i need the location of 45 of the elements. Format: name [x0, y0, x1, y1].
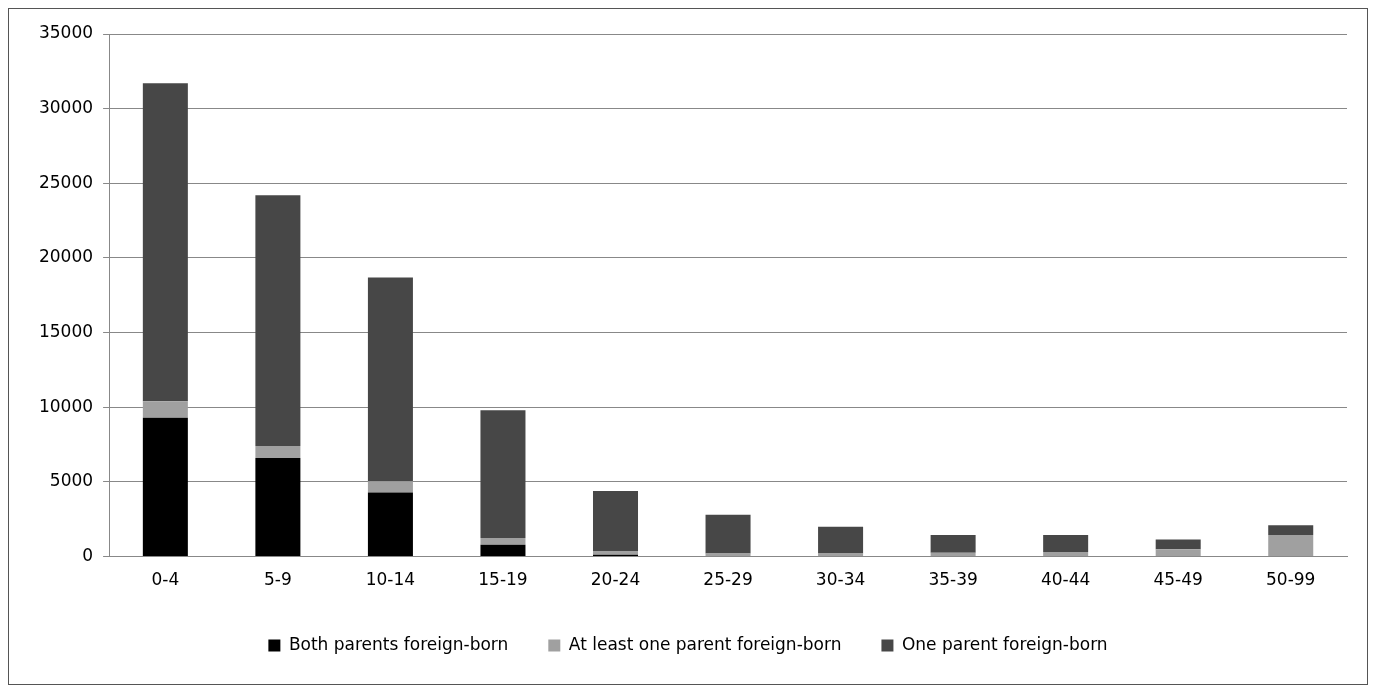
x-tick-label: 35-39: [928, 569, 978, 590]
bar: [1043, 534, 1089, 553]
bar: [1155, 549, 1201, 557]
legend-label: One parent foreign-born: [901, 633, 1108, 654]
x-tick-label: 0-4: [151, 569, 180, 590]
y-tick-label: 15000: [38, 321, 94, 342]
bar: [1268, 534, 1314, 557]
x-tick-label: 10-14: [365, 569, 416, 590]
legend-label: At least one parent foreign-born: [568, 633, 842, 654]
bar: [1155, 539, 1201, 550]
bar: [255, 195, 301, 447]
bar: [367, 481, 413, 493]
x-tick-label: 20-24: [590, 569, 641, 590]
bar: [367, 277, 413, 482]
bar: [367, 492, 413, 557]
bar: [142, 83, 188, 402]
y-tick-label: 35000: [38, 22, 94, 43]
bar: [142, 401, 188, 418]
bar: [592, 490, 639, 552]
bar: [705, 514, 751, 554]
bar: [255, 458, 301, 557]
bar: [1043, 552, 1089, 557]
legend-label: Both parents foreign-born: [288, 633, 509, 654]
bar: [480, 544, 526, 557]
y-tick-label: 20000: [38, 246, 94, 267]
x-tick-label: 50-99: [1266, 569, 1316, 590]
bar: [930, 534, 976, 553]
y-tick-label: 5000: [49, 470, 94, 491]
y-tick-label: 25000: [38, 171, 94, 192]
x-tick-label: 25-29: [703, 569, 753, 590]
bar: [480, 537, 526, 545]
x-tick-label: 45-49: [1153, 569, 1203, 590]
y-tick-label: 30000: [38, 97, 94, 118]
x-tick-label: 40-44: [1040, 569, 1091, 590]
bar: [480, 410, 526, 538]
x-tick-label: 5-9: [264, 569, 292, 590]
bar: [142, 417, 188, 557]
bar: [930, 552, 976, 557]
bar: [1268, 525, 1314, 535]
x-tick-label: 30-34: [815, 569, 866, 590]
x-tick-label: 15-19: [478, 569, 528, 590]
bar: [255, 446, 301, 459]
y-tick-label: 10000: [38, 395, 94, 416]
y-tick-label: 0: [82, 545, 94, 566]
bar: [818, 526, 864, 554]
